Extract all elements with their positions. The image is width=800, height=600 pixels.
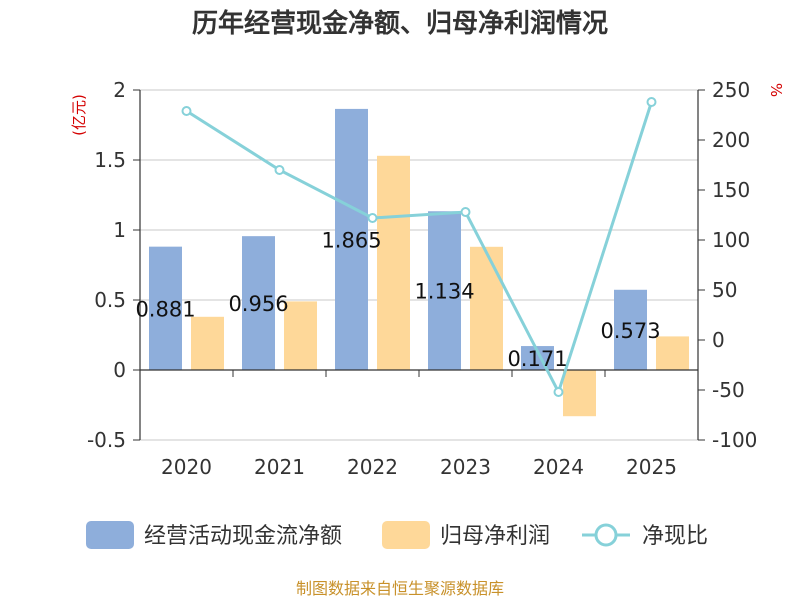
- left-tick-label: -0.5: [87, 428, 126, 452]
- legend-label-cashflow: 经营活动现金流净额: [144, 524, 342, 549]
- right-tick-label: -50: [712, 378, 745, 402]
- bar-netprofit: [284, 301, 317, 370]
- ratio-point: [367, 213, 378, 223]
- bar-cashflow: [242, 236, 275, 370]
- right-tick-label: 150: [712, 178, 750, 202]
- legend-swatch-ratio-marker: [594, 523, 618, 547]
- x-tick-label: 2024: [533, 455, 584, 479]
- bar-cashflow: [521, 346, 554, 370]
- ratio-line-path: [185, 101, 653, 396]
- data-label-cashflow: 0.881: [135, 297, 195, 321]
- left-tick-label: 0.5: [94, 288, 126, 312]
- left-tick-label: 1.5: [94, 148, 126, 172]
- chart-title: 历年经营现金净额、归母净利润情况: [192, 8, 608, 39]
- x-tick-label: 2022: [347, 455, 398, 479]
- legend-label-netprofit: 归母净利润: [440, 524, 550, 549]
- right-tick-label: 200: [712, 128, 750, 152]
- bar-netprofit: [656, 336, 689, 370]
- legend-item-cashflow[interactable]: 经营活动现金流净额: [86, 521, 342, 549]
- bar-netprofit: [377, 155, 410, 370]
- left-axis-unit: (亿元): [70, 94, 88, 136]
- x-tick-label: 2021: [254, 455, 305, 479]
- x-tick-label: 2023: [440, 455, 491, 479]
- left-tick-label: 1: [113, 218, 126, 242]
- data-label-cashflow: 1.134: [414, 280, 474, 304]
- legend: 经营活动现金流净额 归母净利润 净现比: [86, 521, 708, 549]
- ratio-point: [553, 387, 564, 397]
- data-label-cashflow: 0.956: [228, 292, 288, 316]
- left-tick-label: 0: [113, 358, 126, 382]
- data-labels: 0.881 0.956 1.865 1.134 0.171 0.573: [135, 228, 660, 371]
- right-tick-label: 0: [712, 328, 725, 352]
- legend-item-ratio[interactable]: 净现比: [582, 523, 708, 549]
- data-label-cashflow: 0.573: [600, 319, 660, 343]
- source-note: 制图数据来自恒生聚源数据库: [296, 579, 504, 598]
- data-label-cashflow: 0.171: [507, 347, 567, 371]
- ratio-line: [181, 97, 657, 397]
- bar-cashflow: [335, 108, 368, 371]
- ratio-point: [181, 106, 192, 116]
- bar-cashflow: [428, 211, 461, 370]
- bar-cashflow: [149, 246, 182, 370]
- legend-swatch-cashflow: [86, 521, 134, 549]
- right-tick-label: 250: [712, 78, 750, 102]
- left-tick-label: 2: [113, 78, 126, 102]
- ratio-point: [646, 97, 657, 107]
- bar-marks: [149, 108, 689, 417]
- bar-netprofit: [563, 370, 596, 417]
- legend-label-ratio: 净现比: [642, 524, 708, 549]
- x-tick-label: 2020: [161, 455, 212, 479]
- legend-item-netprofit[interactable]: 归母净利润: [382, 521, 550, 549]
- data-label-cashflow: 1.865: [321, 228, 381, 252]
- bar-netprofit: [470, 246, 503, 370]
- axes: -0.5 0 0.5 1 1.5 2 -100 -50 0 50 100 150 200 250 2020 2…: [87, 78, 757, 479]
- right-axis-unit: %: [767, 83, 785, 97]
- grid-lines: [140, 89, 698, 441]
- legend-swatch-netprofit: [382, 521, 430, 549]
- bar-netprofit: [191, 316, 224, 370]
- x-tick-label: 2025: [626, 455, 677, 479]
- right-tick-label: 50: [712, 278, 737, 302]
- bar-cashflow: [614, 289, 647, 370]
- right-tick-label: 100: [712, 228, 750, 252]
- right-tick-label: -100: [712, 428, 757, 452]
- ratio-point: [460, 207, 471, 217]
- ratio-point: [274, 165, 285, 175]
